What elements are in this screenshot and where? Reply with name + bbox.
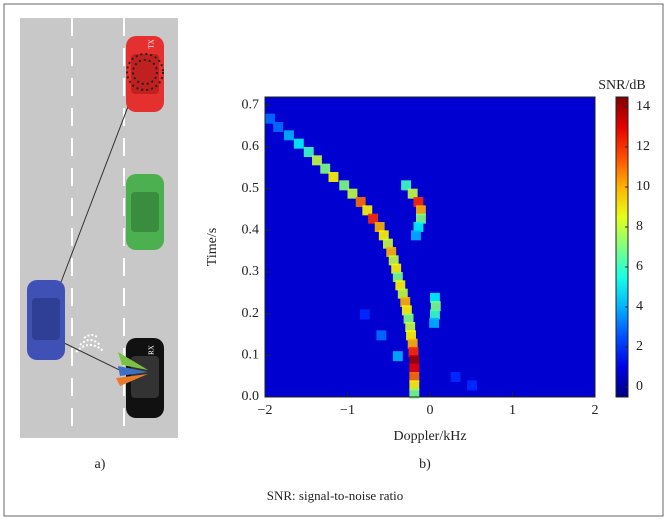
x-tick-label: 1 [509,403,516,418]
heat-cell [386,247,397,257]
colorbar-tick-label: 10 [636,179,650,194]
colorbar-tick-label: 12 [636,139,650,154]
heat-cell [409,372,420,382]
heat-cell [328,172,339,182]
heat-cell [406,330,416,341]
colorbar-tick-label: 14 [636,99,650,114]
colorbar-tick-label: 6 [636,259,643,274]
heat-cell [409,380,420,391]
heat-cell [283,130,294,141]
x-axis-label: Doppler/kHz [393,429,466,444]
x-tick-label: −1 [340,403,355,418]
x-tick-label: −2 [258,403,273,418]
y-tick-label: 0.6 [242,139,260,154]
heat-cell [407,338,418,349]
heat-cell [430,309,440,320]
x-tick-label: 0 [427,403,434,418]
y-tick-label: 0.5 [242,181,260,196]
colorbar-tick-label: 0 [636,379,643,394]
y-tick-label: 0.3 [242,264,260,279]
plot-background [265,97,595,397]
heat-cell [273,122,284,132]
heat-cell [407,188,418,199]
heat-cell [429,317,440,328]
heat-cell [400,297,411,307]
car-label: TX [148,39,156,48]
heat-cell [376,330,387,341]
heat-cell [409,363,420,374]
heat-cell [339,180,350,191]
heat-cell [320,163,331,174]
colorbar-tick-label: 4 [636,299,643,314]
heat-cell [409,355,420,366]
heat-cell [450,372,461,382]
heat-cell [413,222,424,232]
car-label: RX [148,345,156,355]
heat-cell [405,322,416,332]
heat-cell [392,351,403,362]
heat-cell [401,305,412,316]
heat-cell [397,288,408,299]
heat-cell [362,205,373,216]
heat-cell [382,238,393,249]
heat-cell [401,180,412,191]
heat-cell [312,155,322,166]
heat-cell [415,205,426,216]
heat-cell [265,113,275,124]
heat-cell [388,255,399,266]
heat-cell [411,230,421,241]
heat-cell [392,272,403,282]
heat-cell [408,347,419,357]
y-tick-label: 0.0 [242,389,260,404]
road-diagram [20,18,178,438]
heat-cell [368,213,379,224]
colorbar-label: SNR/dB [598,78,645,93]
colorbar-tick-label: 8 [636,219,643,234]
heat-cell [347,188,358,199]
panel-label: b) [419,457,431,472]
heat-cell [378,230,389,241]
caption: SNR: signal-to-noise ratio [267,488,404,503]
panel-label: a) [95,457,106,472]
y-axis-label: Time/s [205,228,220,266]
heat-cell [409,388,420,399]
y-tick-label: 0.7 [242,98,260,113]
heat-cell [355,197,366,207]
heat-cell [467,380,478,391]
heat-cell [403,313,414,324]
colorbar [615,96,629,398]
heat-cell [415,213,426,224]
colorbar-tick-label: 2 [636,339,643,354]
heat-cell [359,309,370,320]
y-tick-label: 0.4 [242,223,260,238]
heat-cell [430,301,441,312]
heat-cell [413,197,424,207]
heat-cell [391,263,402,274]
heat-cell [430,292,440,303]
heat-cell [293,138,304,149]
y-tick-label: 0.2 [242,306,260,321]
x-tick-label: 2 [592,403,599,418]
y-tick-label: 0.1 [242,348,260,363]
heat-cell [395,280,406,291]
heat-cell [303,147,314,157]
heat-cell [374,222,385,232]
